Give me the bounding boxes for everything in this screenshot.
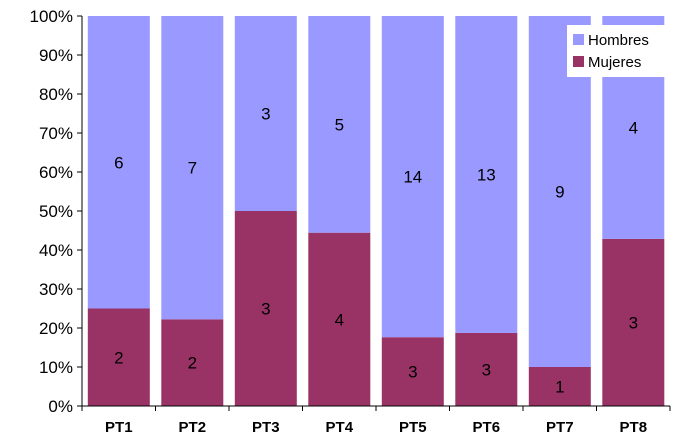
legend: Hombres Mujeres: [567, 25, 667, 77]
bar-segment-hombres-pt3: [234, 16, 297, 211]
bar-segment-mujeres-pt2: [161, 319, 224, 406]
data-labels-layer: 2 6 2 7 3 3 4 5 3 14 3 13 1 9 3 4: [114, 105, 638, 397]
y-tick-label: 100%: [30, 7, 73, 26]
bar-segment-mujeres-pt8: [602, 238, 665, 406]
y-tick-label: 90%: [39, 46, 73, 65]
x-tick-label-pt7: PT7: [546, 419, 574, 436]
bar-segment-hombres-pt1: [87, 16, 150, 309]
data-label-hombres-pt6: 13: [477, 165, 496, 184]
bar-segment-hombres-pt4: [308, 16, 371, 233]
x-tick-label-pt2: PT2: [179, 419, 207, 436]
data-label-mujeres-pt1: 2: [114, 348, 123, 367]
data-label-mujeres-pt4: 4: [335, 310, 344, 329]
data-label-mujeres-pt7: 1: [555, 378, 564, 397]
bar-segment-mujeres-pt4: [308, 232, 371, 406]
data-label-hombres-pt3: 3: [261, 105, 270, 124]
data-label-mujeres-pt5: 3: [408, 363, 417, 382]
bar-segment-hombres-pt6: [455, 16, 518, 333]
bars-layer: [87, 16, 665, 406]
x-tick-label-pt8: PT8: [620, 419, 648, 436]
y-tick-label: 60%: [39, 163, 73, 182]
data-label-mujeres-pt3: 3: [261, 300, 270, 319]
y-tick-label: 20%: [39, 319, 73, 338]
x-tick-label-pt4: PT4: [326, 419, 354, 436]
y-tick-label: 0%: [48, 397, 73, 416]
data-label-mujeres-pt6: 3: [482, 360, 491, 379]
legend-label-mujeres: Mujeres: [588, 54, 641, 71]
data-label-mujeres-pt8: 3: [629, 313, 638, 332]
x-tick-label-pt1: PT1: [105, 419, 133, 436]
bar-segment-hombres-pt5: [381, 16, 444, 338]
x-tick-label-pt5: PT5: [399, 419, 427, 436]
y-tick-label: 50%: [39, 202, 73, 221]
y-tick-label: 10%: [39, 358, 73, 377]
data-label-hombres-pt8: 4: [629, 118, 638, 137]
bar-segment-mujeres-pt3: [234, 211, 297, 406]
y-tick-label: 80%: [39, 85, 73, 104]
y-tick-label: 30%: [39, 280, 73, 299]
legend-swatch-hombres: [573, 34, 584, 45]
axes-layer: 0% 10% 20% 30% 40% 50% 60% 70% 80% 90% 100% PT1 PT2 P…: [30, 7, 671, 436]
bar-segment-mujeres-pt7: [528, 367, 591, 406]
data-label-hombres-pt1: 6: [114, 153, 123, 172]
legend-swatch-mujeres: [573, 56, 584, 67]
legend-label-hombres: Hombres: [588, 32, 649, 49]
data-label-hombres-pt5: 14: [403, 168, 422, 187]
data-label-hombres-pt2: 7: [188, 159, 197, 178]
bar-segment-hombres-pt2: [161, 16, 224, 320]
x-tick-label-pt3: PT3: [252, 419, 280, 436]
y-tick-label: 70%: [39, 124, 73, 143]
y-tick-label: 40%: [39, 241, 73, 260]
bar-segment-mujeres-pt6: [455, 332, 518, 406]
data-label-hombres-pt7: 9: [555, 183, 564, 202]
data-label-hombres-pt4: 5: [335, 115, 344, 134]
bar-segment-mujeres-pt5: [381, 337, 444, 406]
data-label-mujeres-pt2: 2: [188, 354, 197, 373]
legend-box: [567, 25, 667, 77]
x-tick-label-pt6: PT6: [473, 419, 501, 436]
bar-segment-mujeres-pt1: [87, 308, 150, 406]
